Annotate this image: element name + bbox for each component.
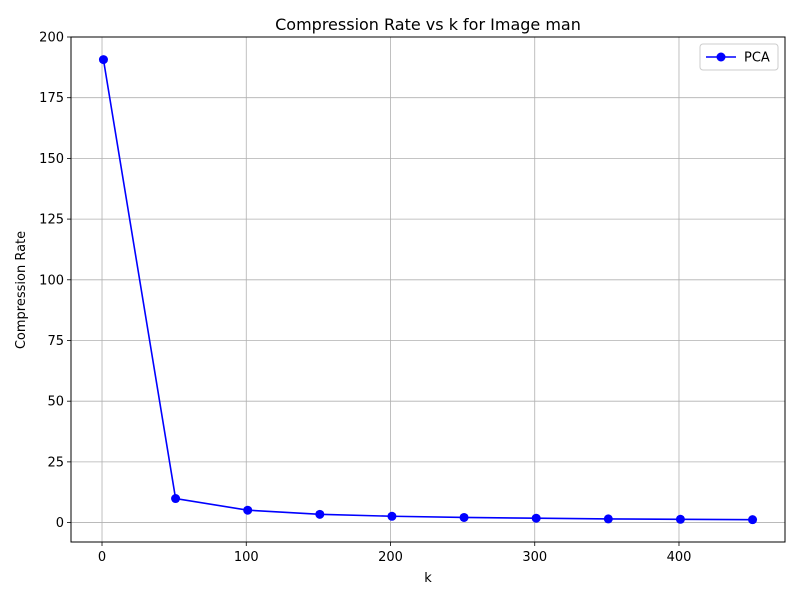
x-tick-label: 100 [234,550,259,565]
y-tick-label: 25 [47,455,64,470]
y-axis-label: Compression Rate [14,231,29,349]
y-tick-label: 0 [56,516,64,531]
data-point [315,509,325,519]
x-axis-ticks: 0 100 200 300 400 [98,542,692,565]
y-tick-label: 50 [47,395,64,410]
x-tick-label: 300 [522,550,547,565]
data-point [98,55,108,65]
legend-label-pca: PCA [744,51,770,66]
y-tick-label: 75 [47,334,64,349]
data-point [603,514,613,524]
x-axis-label: k [424,571,432,586]
x-tick-label: 200 [378,550,403,565]
legend: PCA [699,43,779,71]
y-tick-label: 125 [39,213,64,228]
x-tick-label: 400 [667,550,692,565]
y-tick-label: 150 [39,152,64,167]
data-point [171,494,181,504]
data-point [531,513,541,523]
data-point [387,511,397,521]
chart-title: Compression Rate vs k for Image man [275,15,581,34]
legend-marker-icon [716,52,726,62]
series-line-pca [102,59,753,521]
legend-box [699,43,779,71]
y-tick-label: 100 [39,273,64,288]
series-layer [98,55,758,525]
grid-lines [71,36,785,542]
plot-frame [70,36,786,543]
x-tick-label: 0 [98,550,106,565]
data-point [748,515,758,525]
data-point [243,505,253,515]
data-point [675,514,685,524]
y-axis-ticks: 0 25 50 75 100 125 150 175 200 [39,31,71,531]
y-tick-label: 175 [39,91,64,106]
data-point [459,512,469,522]
y-tick-label: 200 [39,31,64,46]
